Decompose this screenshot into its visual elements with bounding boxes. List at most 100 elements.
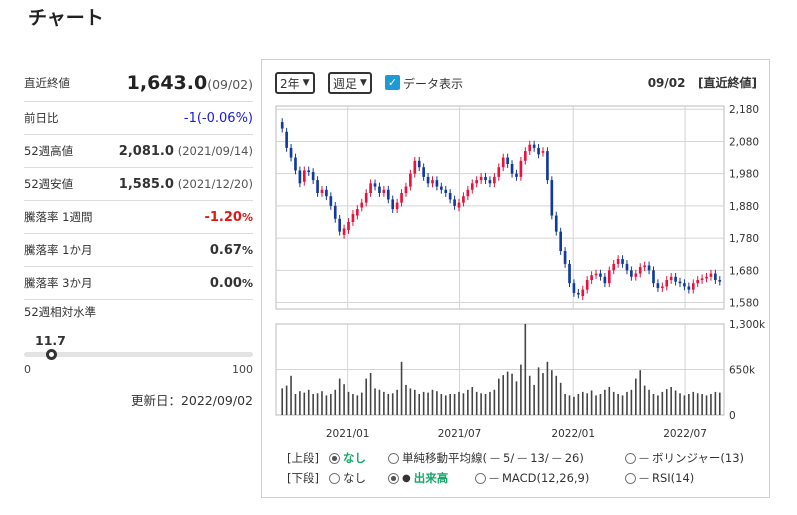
candle-body bbox=[523, 151, 527, 161]
volume-bar bbox=[511, 373, 513, 415]
volume-bar bbox=[347, 391, 350, 415]
volume-bar bbox=[643, 385, 646, 415]
stat-label: 騰落率 1か月 bbox=[24, 243, 93, 257]
volume-bar bbox=[696, 393, 699, 415]
volume-bar bbox=[338, 378, 341, 415]
stat-change-1m: 騰落率 1か月 0.67% bbox=[24, 234, 253, 267]
candle-body bbox=[510, 164, 514, 174]
candle-body bbox=[709, 273, 713, 277]
volume-bar bbox=[299, 391, 301, 415]
volume-bar bbox=[515, 381, 518, 415]
volume-bar bbox=[360, 392, 363, 415]
stat-label: 騰落率 1週間 bbox=[24, 210, 93, 224]
candle-body bbox=[630, 270, 633, 277]
volume-bar bbox=[343, 384, 345, 415]
line-icon: — bbox=[489, 472, 499, 484]
volume-bar bbox=[626, 391, 628, 415]
show-data-checkbox[interactable]: ✓ bbox=[385, 75, 400, 90]
volume-bar bbox=[369, 373, 372, 415]
candle-body bbox=[320, 189, 324, 193]
volume-bar bbox=[383, 391, 385, 415]
candle-body bbox=[378, 186, 381, 193]
volume-bar bbox=[312, 394, 314, 415]
candle-body bbox=[488, 180, 492, 184]
candle-body bbox=[661, 286, 664, 289]
volume-bar bbox=[577, 394, 580, 415]
price-tick-label: 1,980 bbox=[729, 169, 759, 181]
volume-bar bbox=[493, 389, 496, 415]
candle-body bbox=[599, 273, 602, 277]
upper-sma-option[interactable]: 単純移動平均線(—5/—13/—26) bbox=[388, 449, 584, 467]
volume-bar bbox=[581, 391, 584, 415]
lower-none-option[interactable]: なし bbox=[329, 469, 366, 487]
rsi-label: RSI(14) bbox=[652, 471, 695, 485]
volume-bar bbox=[414, 389, 416, 415]
candle-body bbox=[457, 202, 461, 208]
candle-body bbox=[625, 263, 629, 271]
volume-bar bbox=[307, 389, 310, 415]
price-tick-label: 1,780 bbox=[729, 233, 759, 245]
candle-body bbox=[647, 265, 651, 271]
change-1w-value: -1.20 bbox=[204, 209, 242, 225]
volume-bar bbox=[608, 387, 611, 415]
volume-bar bbox=[391, 393, 394, 415]
candle-body bbox=[413, 160, 417, 174]
volume-bar bbox=[467, 389, 469, 415]
candle-body bbox=[541, 151, 545, 153]
page-title: チャート bbox=[28, 7, 104, 29]
volume-bar bbox=[665, 389, 668, 415]
volume-bar bbox=[506, 371, 509, 415]
volume-bar bbox=[427, 392, 429, 415]
volume-bar bbox=[365, 378, 367, 415]
stat-change-3m: 騰落率 3か月 0.00% bbox=[24, 267, 253, 300]
candle-body bbox=[594, 273, 598, 276]
interval-value: 週足 bbox=[333, 76, 358, 91]
upper-bollinger-option[interactable]: — ボリンジャー(13) bbox=[625, 449, 744, 467]
interval-select[interactable]: 週足 ▼ bbox=[328, 72, 372, 94]
candle-body bbox=[568, 263, 571, 284]
volume-bar bbox=[330, 394, 332, 415]
volume-label: 出来高 bbox=[413, 471, 449, 485]
relative-level-value: 11.7 bbox=[35, 333, 66, 348]
relative-level-bar bbox=[24, 349, 253, 360]
volume-bar bbox=[617, 394, 619, 415]
candle-body bbox=[404, 186, 408, 193]
volume-tick-label: 1,300k bbox=[729, 319, 766, 331]
period-select[interactable]: 2年 ▼ bbox=[275, 72, 315, 94]
candle-body bbox=[493, 176, 496, 184]
candle-body bbox=[448, 193, 452, 200]
volume-bar bbox=[396, 389, 398, 415]
price-tick-label: 1,880 bbox=[729, 201, 759, 213]
volume-bar bbox=[604, 389, 606, 415]
volume-bar bbox=[449, 394, 451, 415]
lower-macd-option[interactable]: — MACD(12,26,9) bbox=[475, 469, 589, 487]
candle-body bbox=[700, 278, 704, 280]
show-data-label[interactable]: データ表示 bbox=[403, 77, 464, 91]
volume-bar bbox=[528, 375, 531, 415]
volume-bar bbox=[400, 361, 403, 415]
candle-body bbox=[683, 283, 686, 287]
candle-body bbox=[563, 251, 567, 264]
volume-bar bbox=[489, 391, 491, 415]
volume-bar bbox=[502, 375, 505, 415]
lower-options-label: [下段] bbox=[287, 471, 319, 485]
upper-none-option[interactable]: なし bbox=[329, 449, 366, 467]
volume-bar bbox=[701, 394, 703, 415]
candle-body bbox=[537, 147, 540, 155]
change-1w-unit: % bbox=[241, 210, 253, 224]
volume-bar bbox=[497, 378, 500, 415]
volume-bar bbox=[303, 392, 306, 415]
candle-body bbox=[338, 218, 341, 232]
volume-bar bbox=[621, 395, 624, 415]
lower-volume-option[interactable]: ● 出来高 bbox=[388, 469, 448, 487]
lower-none-label: なし bbox=[343, 471, 366, 485]
candle-body bbox=[307, 170, 311, 173]
level-min-label: 0 bbox=[24, 363, 31, 376]
chart-basis: [直近終値] bbox=[698, 76, 757, 90]
candle-body bbox=[391, 199, 395, 210]
lower-options-row: [下段] なし ● 出来高 — MACD(12,26,9) — RSI(14) bbox=[287, 469, 694, 487]
volume-tick-label: 650k bbox=[729, 365, 756, 377]
low52-date: (2021/12/20) bbox=[177, 176, 253, 191]
stat-52w-low: 52週安値 1,585.0 (2021/12/20) bbox=[24, 168, 253, 201]
lower-rsi-option[interactable]: — RSI(14) bbox=[625, 469, 694, 487]
